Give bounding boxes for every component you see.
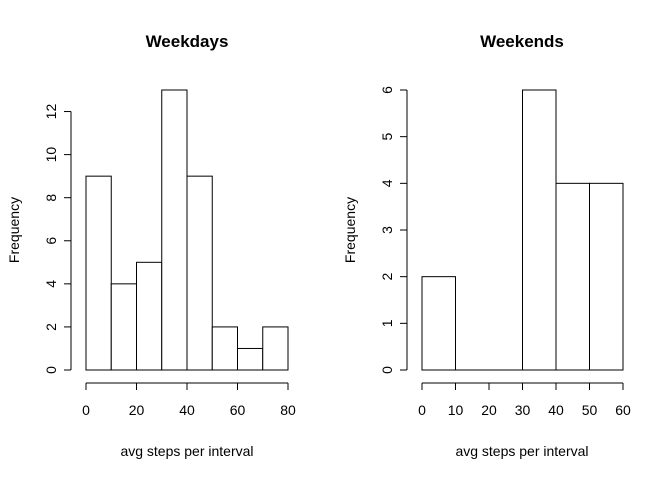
- weekends-x-tick-label: 10: [448, 402, 464, 418]
- weekdays-bar: [211, 326, 238, 371]
- weekdays-y-tick-label: 10: [43, 147, 59, 163]
- weekdays-y-tick-label: 12: [43, 104, 59, 120]
- weekends-x-tick-label: 60: [615, 402, 631, 418]
- weekdays-bar: [110, 283, 137, 371]
- weekends-y-tick-label: 6: [379, 86, 395, 94]
- weekdays-bar: [262, 326, 289, 371]
- weekends-x-tick-label: 40: [548, 402, 564, 418]
- weekends-x-axis-label: avg steps per interval: [455, 443, 588, 459]
- weekdays-x-axis-label: avg steps per interval: [120, 443, 253, 459]
- weekdays-bar: [186, 175, 213, 371]
- weekends-bar: [421, 276, 456, 371]
- weekends-x-tick-label: 30: [515, 402, 531, 418]
- weekdays-x-tick-label: 40: [179, 402, 195, 418]
- weekdays-bar: [136, 261, 163, 371]
- weekends-y-tick-label: 3: [379, 226, 395, 234]
- weekends-bar: [555, 182, 590, 371]
- weekends-x-tick-label: 50: [582, 402, 598, 418]
- weekends-y-axis-label: Frequency: [342, 197, 358, 263]
- weekdays-y-tick-label: 2: [43, 323, 59, 331]
- weekends-bar: [522, 89, 557, 371]
- weekends-y-tick-label: 4: [379, 179, 395, 187]
- weekends-y-tick-label: 5: [379, 133, 395, 141]
- weekends-title: Weekends: [480, 32, 564, 51]
- weekends-x-tick-label: 20: [481, 402, 497, 418]
- weekdays-y-tick-label: 0: [43, 366, 59, 374]
- weekdays-y-axis-label: Frequency: [6, 197, 22, 263]
- weekdays-x-tick-label: 0: [82, 402, 90, 418]
- weekdays-y-tick-label: 4: [43, 280, 59, 288]
- weekends-bar: [589, 182, 624, 371]
- weekdays-bar: [85, 175, 112, 371]
- weekends-y-tick-label: 1: [379, 319, 395, 327]
- weekdays-y-tick-label: 6: [43, 237, 59, 245]
- weekends-y-tick-label: 2: [379, 273, 395, 281]
- weekdays-x-tick-label: 20: [129, 402, 145, 418]
- weekdays-bar: [161, 89, 188, 371]
- weekends-y-tick-label: 0: [379, 366, 395, 374]
- weekdays-bar: [237, 347, 264, 371]
- weekdays-y-tick-label: 8: [43, 194, 59, 202]
- weekends-panel: Weekends avg steps per interval Frequenc…: [342, 32, 631, 459]
- weekdays-x-tick-label: 60: [230, 402, 246, 418]
- weekdays-x-tick-label: 80: [280, 402, 296, 418]
- weekdays-title: Weekdays: [146, 32, 229, 51]
- weekends-x-tick-label: 0: [418, 402, 426, 418]
- weekdays-panel: Weekdays avg steps per interval Frequenc…: [6, 32, 296, 459]
